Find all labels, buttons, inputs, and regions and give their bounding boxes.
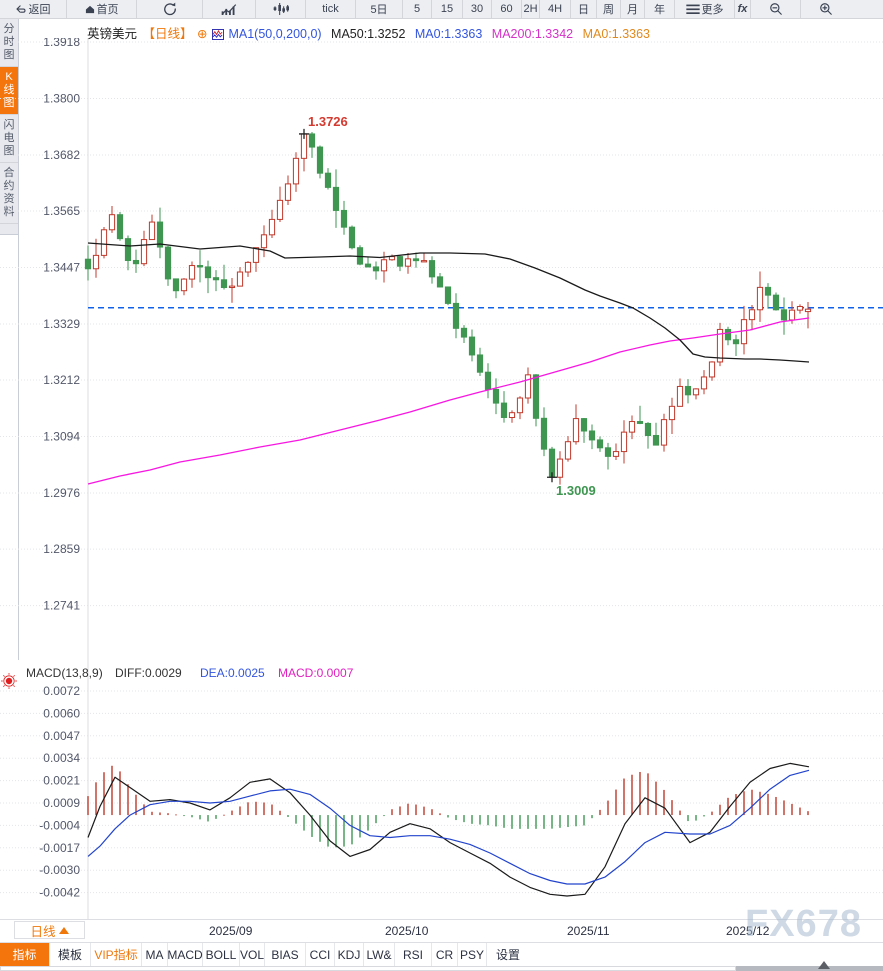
svg-text:1.3094: 1.3094: [43, 430, 80, 444]
svg-text:DIFF:0.0029: DIFF:0.0029: [115, 666, 182, 680]
svg-text:1.3682: 1.3682: [43, 148, 80, 162]
svg-text:0.0072: 0.0072: [43, 684, 80, 698]
svg-text:1.3212: 1.3212: [43, 373, 80, 387]
svg-text:MACD(13,8,9): MACD(13,8,9): [26, 666, 103, 680]
svg-text:1.2976: 1.2976: [43, 486, 80, 500]
svg-text:1.3918: 1.3918: [43, 38, 80, 49]
svg-text:0.0009: 0.0009: [43, 796, 80, 810]
svg-text:DEA:0.0025: DEA:0.0025: [200, 666, 265, 680]
svg-text:1.3726: 1.3726: [308, 114, 348, 129]
svg-text:1.3447: 1.3447: [43, 261, 80, 275]
svg-text:0.0021: 0.0021: [43, 774, 80, 788]
svg-text:0.0047: 0.0047: [43, 729, 80, 743]
svg-text:-0.0030: -0.0030: [39, 863, 80, 877]
svg-text:1.3565: 1.3565: [43, 204, 80, 218]
svg-text:1.3800: 1.3800: [43, 92, 80, 106]
svg-text:-0.0004: -0.0004: [39, 818, 80, 832]
svg-text:0.0060: 0.0060: [43, 706, 80, 720]
svg-text:1.2741: 1.2741: [43, 599, 80, 613]
svg-text:1.3009: 1.3009: [556, 483, 596, 498]
svg-text:1.3329: 1.3329: [43, 317, 80, 331]
svg-text:MACD:0.0007: MACD:0.0007: [278, 666, 354, 680]
svg-text:-0.0017: -0.0017: [39, 841, 80, 855]
svg-text:-0.0042: -0.0042: [39, 886, 80, 900]
svg-text:0.0034: 0.0034: [43, 751, 80, 765]
svg-text:1.2859: 1.2859: [43, 542, 80, 556]
